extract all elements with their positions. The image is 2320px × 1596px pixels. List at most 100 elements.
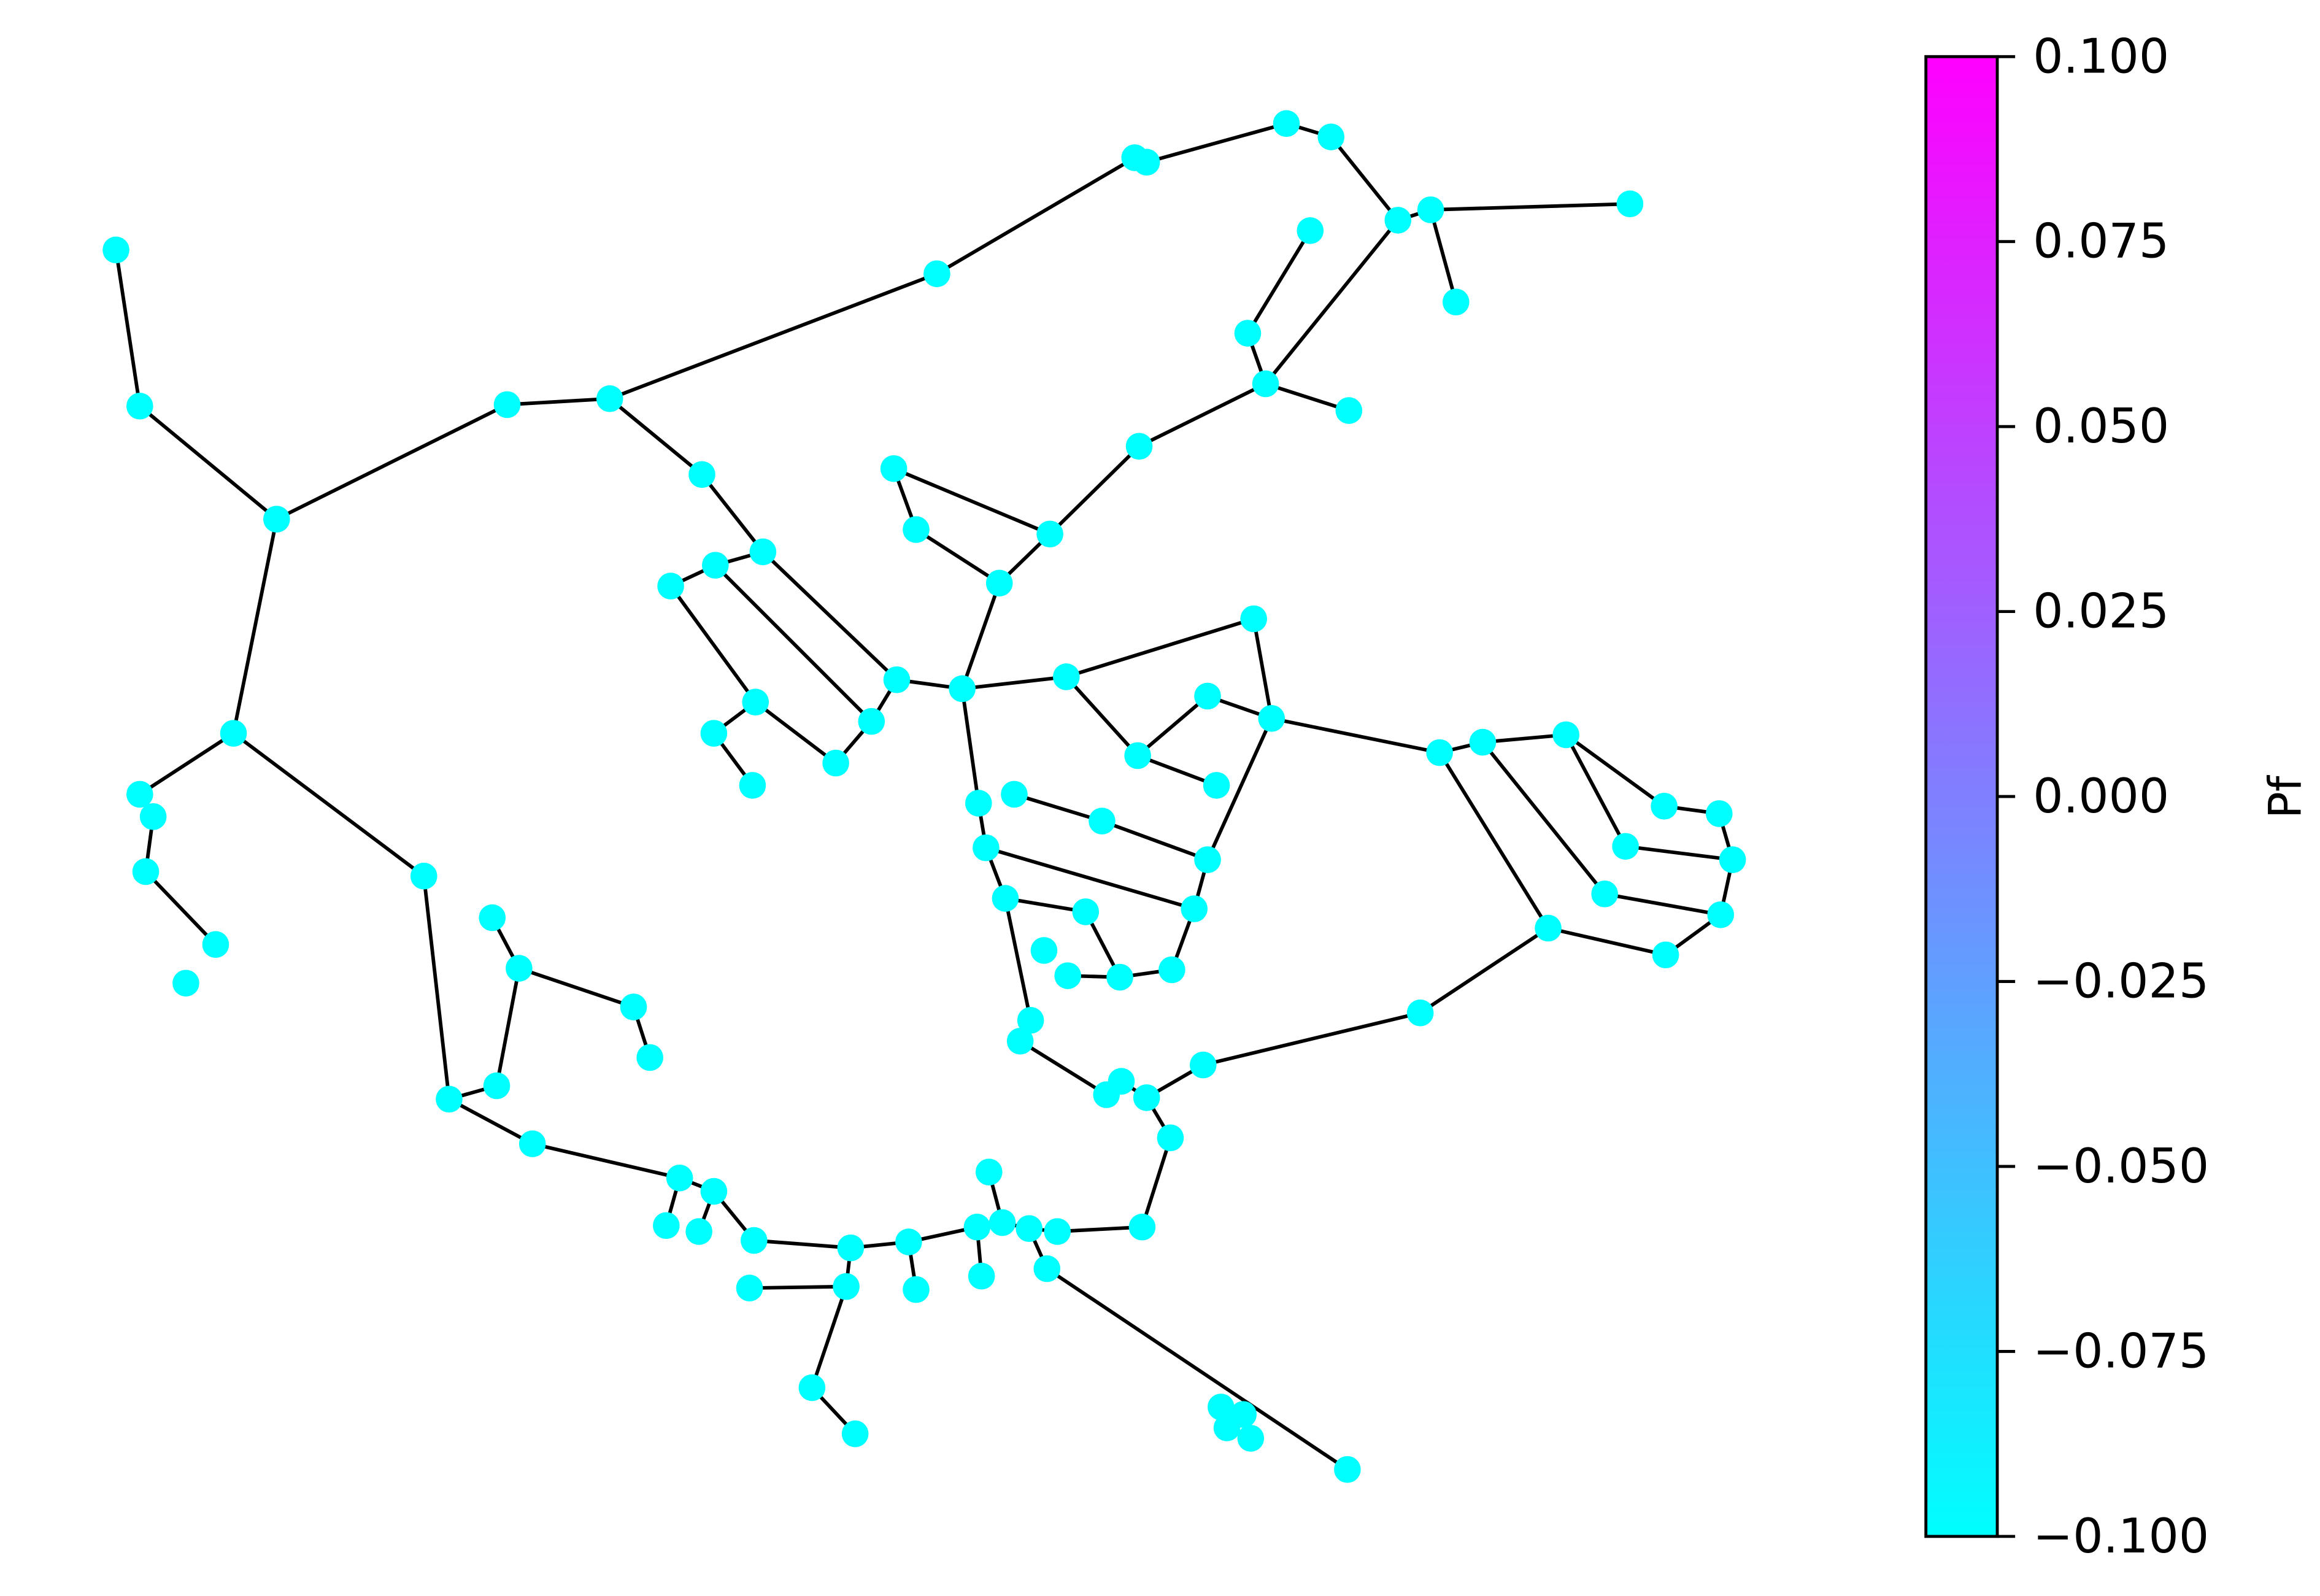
network-node: [1093, 1081, 1120, 1108]
network-node: [139, 803, 167, 830]
network-edge: [1252, 618, 1274, 719]
network-edge: [1065, 676, 1139, 757]
colorbar-tick-label: 0.050: [2033, 399, 2169, 454]
network-edge: [1137, 754, 1217, 787]
network-edge: [114, 249, 142, 407]
network-node: [1001, 781, 1028, 808]
network-edge: [1430, 202, 1630, 212]
network-edge: [1206, 717, 1273, 861]
network-node: [102, 236, 129, 264]
network-node: [989, 1209, 1016, 1236]
network-edge: [1049, 445, 1141, 536]
network-node: [1612, 833, 1639, 860]
colorbar-gradient: [1924, 55, 1999, 1538]
network-edge: [139, 731, 235, 796]
network-edge: [1003, 898, 1033, 1021]
network-edge: [1547, 926, 1667, 957]
network-node: [436, 1085, 463, 1113]
network-edge: [1014, 792, 1103, 823]
network-node: [1044, 1218, 1071, 1245]
network-node: [1128, 1213, 1156, 1241]
network-node: [1030, 937, 1058, 964]
network-edge: [915, 528, 1001, 585]
network-node: [1133, 1084, 1160, 1111]
network-node: [903, 1276, 930, 1303]
network-node: [1707, 901, 1735, 928]
network-node: [1203, 772, 1230, 799]
network-edge: [1419, 927, 1549, 1015]
network-edge: [960, 582, 1001, 690]
network-node: [1406, 999, 1434, 1027]
network-edge: [1004, 896, 1086, 914]
network-node: [685, 1218, 712, 1245]
network-node: [657, 572, 684, 599]
network-node: [1258, 705, 1285, 732]
network-node: [973, 834, 1000, 862]
network-node: [1133, 148, 1160, 176]
network-edge: [1101, 819, 1209, 862]
network-edge: [1625, 844, 1733, 862]
network-node: [736, 1274, 763, 1301]
network-edge: [1564, 734, 1627, 847]
network-edge: [936, 156, 1136, 276]
network-edge: [232, 731, 425, 878]
network-edge: [609, 272, 938, 401]
network-edge: [1019, 1039, 1108, 1097]
network-edge: [1136, 695, 1209, 757]
network-node: [749, 538, 777, 566]
network-node: [126, 781, 153, 808]
network-edge: [754, 700, 837, 765]
network-node: [620, 993, 647, 1020]
network-node: [1072, 898, 1100, 925]
network-edge: [749, 1284, 847, 1290]
network-node: [1443, 288, 1470, 316]
network-edge: [1428, 209, 1458, 303]
network-node: [903, 516, 930, 543]
network-node: [1591, 881, 1619, 908]
network-node: [1616, 190, 1644, 218]
network-node: [1017, 1007, 1044, 1034]
network-node: [822, 749, 849, 777]
network-node: [132, 858, 160, 885]
network-node: [202, 931, 229, 958]
network-node: [636, 1044, 663, 1071]
network-edge: [507, 396, 610, 407]
colorbar-tick-label: 0.100: [2033, 29, 2169, 84]
network-node: [1417, 196, 1444, 223]
network-edge: [1203, 1011, 1421, 1067]
network-node: [479, 904, 506, 931]
network-node: [701, 552, 729, 579]
network-node: [798, 1374, 826, 1401]
network-edge: [1057, 1225, 1143, 1233]
network-node: [1552, 721, 1579, 749]
network-edge: [231, 519, 279, 734]
colorbar-ticks: −0.100 −0.075 −0.050 −0.025 0.000 0.025 0.050 0…: [1997, 29, 2209, 1564]
network-node: [992, 885, 1019, 912]
network-node: [1317, 123, 1345, 150]
network-node: [1240, 605, 1268, 633]
network-node: [1125, 433, 1153, 460]
network-node: [1535, 914, 1562, 942]
network-node: [965, 790, 992, 817]
network-node: [1033, 1255, 1061, 1282]
network-node: [1237, 1425, 1265, 1452]
network-node: [1015, 1215, 1043, 1242]
network-node: [949, 675, 976, 703]
colorbar-tick-label: 0.000: [2033, 769, 2169, 824]
network-edge: [1065, 617, 1255, 679]
network-node: [172, 970, 199, 997]
network-node: [1252, 370, 1279, 398]
network-node: [493, 391, 521, 418]
network-node: [700, 720, 728, 747]
network-edge: [714, 564, 873, 723]
network-node: [985, 569, 1013, 597]
network-node: [833, 1273, 860, 1300]
network-edge: [1146, 121, 1287, 164]
network-edge: [700, 473, 765, 553]
network-edge: [960, 688, 981, 804]
network-node: [880, 455, 908, 482]
network-edge: [1482, 733, 1567, 744]
network-node: [741, 1227, 768, 1254]
network-node: [1158, 956, 1185, 984]
